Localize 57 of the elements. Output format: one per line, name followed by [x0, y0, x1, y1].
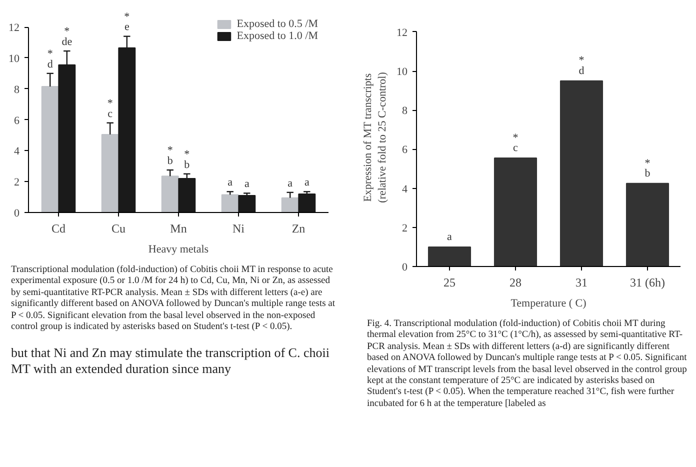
- data-label: a: [228, 176, 233, 189]
- x-tick-label: Cd: [52, 222, 66, 236]
- bar: [161, 176, 179, 212]
- legend-label: Exposed to 0.5 /M: [236, 18, 318, 30]
- x-tick-label: Ni: [232, 222, 246, 236]
- x-axis-title: Temperature ( C): [510, 298, 587, 310]
- data-label: * de: [62, 26, 72, 48]
- bar: [298, 193, 316, 212]
- caption: Fig. 4. Transcriptional modulation (fold-induction) of Cobitis choii MT during thermal elevation from 25°C to 31°C (1°C/h), as assessed by semi-quantitative RT-PCR analysis. Mean ± SDs with different letters (a-d) are significantly different based on ANOVA followed by Duncan's multiple range tests at P < 0.05. Significant elevations of MT transcript levels from the basal level observed in the control group kept at the constant temperature of 25°C are indicated by asterisks based on Student's t-test (P < 0.05). When the temperature reached 31°C, fish were further incubated for 6 h at the temperature [labeled as: [367, 319, 688, 410]
- data-label: a: [244, 178, 250, 190]
- legend-label: Exposed to 1.0 /M: [236, 30, 318, 42]
- data-label: * c: [512, 132, 518, 154]
- data-label: * e: [124, 11, 130, 34]
- data-label: * c: [107, 98, 113, 120]
- x-tick-label: 25: [444, 276, 456, 290]
- y-tick-label: 6: [402, 144, 408, 156]
- y-tick-label: 2: [402, 222, 408, 234]
- text: but that Ni and Zn may stimulate the transcription of C. choii MT with an extended duration since many: [11, 345, 330, 377]
- data-label: * b: [644, 157, 651, 180]
- y-tick-label: 8: [402, 105, 408, 118]
- bar: [494, 158, 538, 266]
- bar: [41, 86, 59, 212]
- bar: [101, 134, 119, 212]
- y-tick-label: 2: [14, 176, 20, 189]
- y-tick-label: 10: [8, 52, 20, 65]
- bar: [560, 80, 604, 266]
- bar: [626, 182, 670, 266]
- y-tick-label: 4: [14, 146, 20, 158]
- y-tick-label: 10: [396, 66, 408, 78]
- y-tick-label: 4: [402, 183, 408, 196]
- data-label: * d: [47, 48, 54, 70]
- bar: [238, 195, 256, 212]
- bar: [178, 178, 196, 212]
- y-tick-label: 12: [396, 26, 408, 39]
- data-label: a: [304, 176, 310, 189]
- data-label: * b: [184, 148, 190, 171]
- y-tick-label: 0: [402, 262, 408, 274]
- bar: [428, 246, 472, 266]
- bar: [281, 197, 299, 212]
- text: Transcriptional modulation (fold-induction) of Cobitis choii MT in response to acute experimental exposure (0.5 or 1.0 /M for 24 h) to Cd, Cu, Mn, Ni or Zn, as assessed by semi-quantitative RT-PCR analysis. Mean ± SDs with different letters (a-e) are significantly different based on ANOVA followed by Duncan's multiple range tests at P < 0.05. Significant elevation from the basal level observed in the non-exposed control group is indicated by asterisks based on Student's t-test (P < 0.05).: [11, 265, 336, 334]
- x-tick-label: Cu: [112, 222, 126, 236]
- x-tick-label: 31 (6h): [630, 276, 666, 290]
- x-tick-label: Zn: [292, 222, 306, 236]
- y-tick-label: 6: [14, 114, 20, 127]
- x-tick-label: 31: [576, 276, 588, 290]
- y-tick-label: 0: [14, 208, 20, 220]
- y-tick-label: 8: [14, 84, 20, 96]
- x-tick-label: 28: [510, 276, 522, 290]
- data-label: a: [447, 231, 452, 244]
- x-axis-title: Heavy metals: [148, 244, 209, 256]
- x-tick-label: Mn: [170, 222, 187, 236]
- y-tick-label: 12: [8, 22, 20, 34]
- bar: [221, 194, 239, 212]
- data-label: a: [288, 177, 293, 190]
- data-label: * b: [167, 144, 174, 167]
- data-label: * d: [578, 54, 585, 77]
- y-axis-title: Expression of MT transcripts (relative fold to 25 C-control): [362, 72, 388, 203]
